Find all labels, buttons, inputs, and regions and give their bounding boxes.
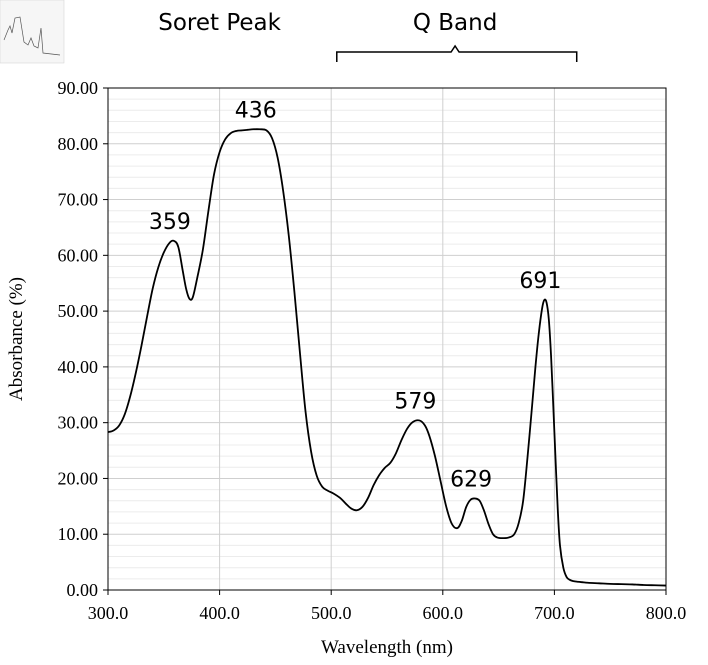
band-labels: Soret Peak Q Band [158,10,578,62]
y-tick-label: 80.00 [58,134,99,154]
y-tick-label: 70.00 [58,190,99,210]
y-tick-label: 60.00 [58,245,99,265]
x-tick-label: 500.0 [311,603,352,623]
y-axis-title: Absorbance (%) [6,277,27,401]
x-axis-title: Wavelength (nm) [321,637,453,658]
plot-frame [107,87,667,591]
absorbance-series-line [107,128,667,587]
chart-thumbnail [0,0,65,64]
x-tick-label: 700.0 [534,603,575,623]
q-band-bracket [336,44,578,62]
y-tick-label: 50.00 [58,301,99,321]
x-tick-label: 300.0 [88,603,129,623]
x-axis-ticks: 300.0 400.0 500.0 600.0 700.0 800.0 [88,590,687,623]
band-label-soret-peak: Soret Peak [158,10,281,36]
band-label-q-band: Q Band [413,10,497,36]
y-tick-label: 10.00 [58,524,99,544]
y-axis-ticks: 0.00 10.00 20.00 30.00 40.00 50.00 60.00 70.00 8… [58,78,108,600]
thumbnail-curve [3,16,61,56]
peak-label-359: 359 [149,210,191,235]
x-tick-label: 400.0 [199,603,240,623]
peak-label-579: 579 [394,389,436,414]
y-tick-label: 40.00 [58,357,99,377]
peak-label-436: 436 [235,98,277,123]
y-tick-label: 30.00 [58,413,99,433]
y-tick-label: 0.00 [67,580,99,600]
peak-labels: 359 436 579 629 691 [149,98,562,492]
x-tick-label: 800.0 [646,603,687,623]
y-tick-label: 20.00 [58,468,99,488]
x-tick-label: 600.0 [423,603,464,623]
series-layer [107,128,667,587]
peak-label-629: 629 [450,468,492,493]
y-tick-label: 90.00 [58,78,99,98]
peak-label-691: 691 [519,269,561,294]
grid-lines [108,88,666,590]
